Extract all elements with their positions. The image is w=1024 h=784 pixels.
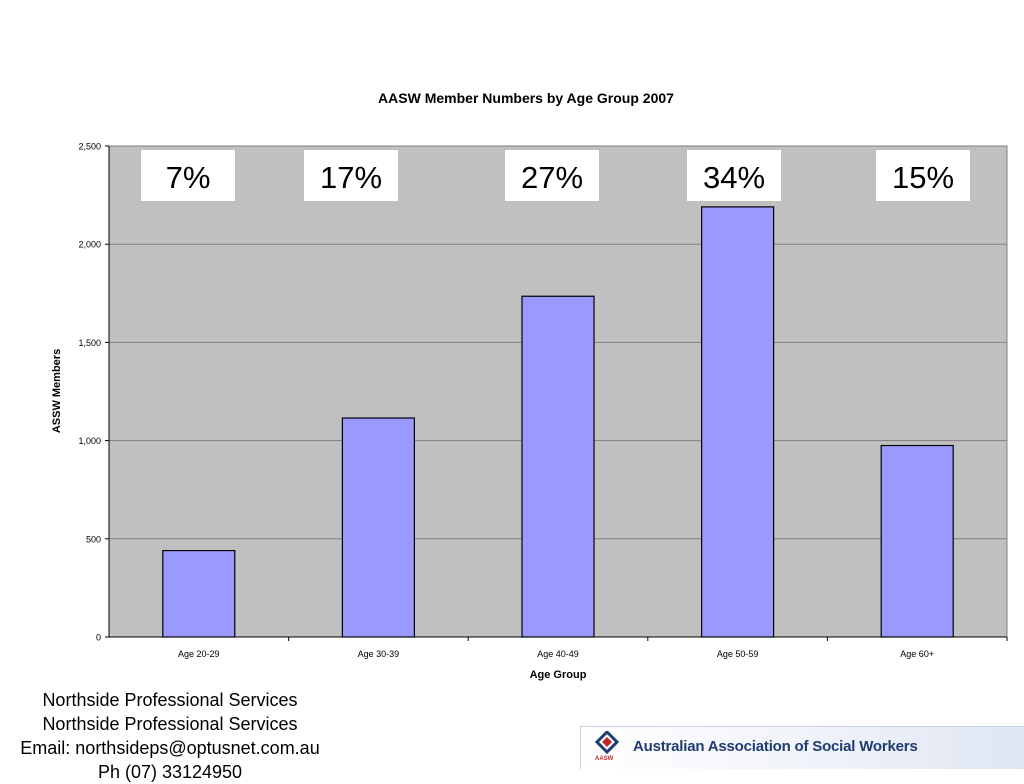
- x-tick-label: Age 40-49: [537, 649, 579, 659]
- bars: [162, 206, 954, 638]
- x-tick-label: Age 20-29: [178, 649, 220, 659]
- y-tick-label: 1,500: [78, 338, 101, 348]
- percent-annotation: 7%: [166, 160, 211, 195]
- percent-annotation: 34%: [703, 160, 765, 195]
- x-tick-label: Age 50-59: [717, 649, 759, 659]
- y-axis-label: ASSW Members: [51, 349, 63, 433]
- percent-annotation-box: [304, 150, 398, 201]
- percent-annotation: 15%: [892, 160, 954, 195]
- bar-age-30-39: [341, 417, 415, 638]
- chart: AASW Member Numbers by Age Group 2007 0 5…: [51, 90, 1008, 681]
- percent-annotation-box: [141, 150, 235, 201]
- x-axis-ticks: Age 20-29 Age 30-39 Age 40-49 Age 50-59 Age …: [109, 636, 1008, 659]
- aasw-diamond-icon: [594, 731, 620, 755]
- percent-annotations: 7% 17% 27% 34% 15%: [141, 150, 970, 201]
- logo-abbr: AASW: [595, 756, 614, 762]
- y-axis-ticks: 0 500 1,000 1,500 2,000 2,500: [78, 142, 110, 643]
- aasw-logo-banner: AASW Australian Association of Social Wo…: [580, 726, 1024, 769]
- bar-age-50-59: [700, 206, 775, 638]
- footer-line-2: Northside Professional Services: [42, 714, 298, 734]
- footer-phone: Ph (07) 33124950: [97, 762, 243, 782]
- y-tick-label: 2,500: [78, 142, 101, 152]
- percent-annotation-box: [876, 150, 970, 201]
- bar-age-60-: [880, 444, 954, 638]
- chart-title: AASW Member Numbers by Age Group 2007: [378, 90, 674, 106]
- y-tick-label: 2,000: [78, 240, 101, 250]
- percent-annotation-box: [687, 150, 781, 201]
- y-tick-label: 500: [86, 534, 101, 544]
- percent-annotation: 17%: [320, 160, 382, 195]
- bar-age-20-29: [162, 549, 236, 638]
- x-axis-label: Age Group: [530, 669, 587, 681]
- y-tick-label: 0: [96, 633, 101, 643]
- x-tick-label: Age 60+: [900, 649, 934, 659]
- footer-email: Email: northsideps@optusnet.com.au: [20, 738, 320, 758]
- percent-annotation: 27%: [521, 160, 583, 195]
- bar-age-40-49: [521, 295, 595, 638]
- x-tick-label: Age 30-39: [358, 649, 400, 659]
- percent-annotation-box: [505, 150, 599, 201]
- footer-line-1: Northside Professional Services: [42, 690, 298, 710]
- y-tick-label: 1,000: [78, 436, 101, 446]
- logo-text: Australian Association of Social Workers: [633, 738, 918, 755]
- footer-contact: Northside Professional Services Northsid…: [0, 688, 340, 784]
